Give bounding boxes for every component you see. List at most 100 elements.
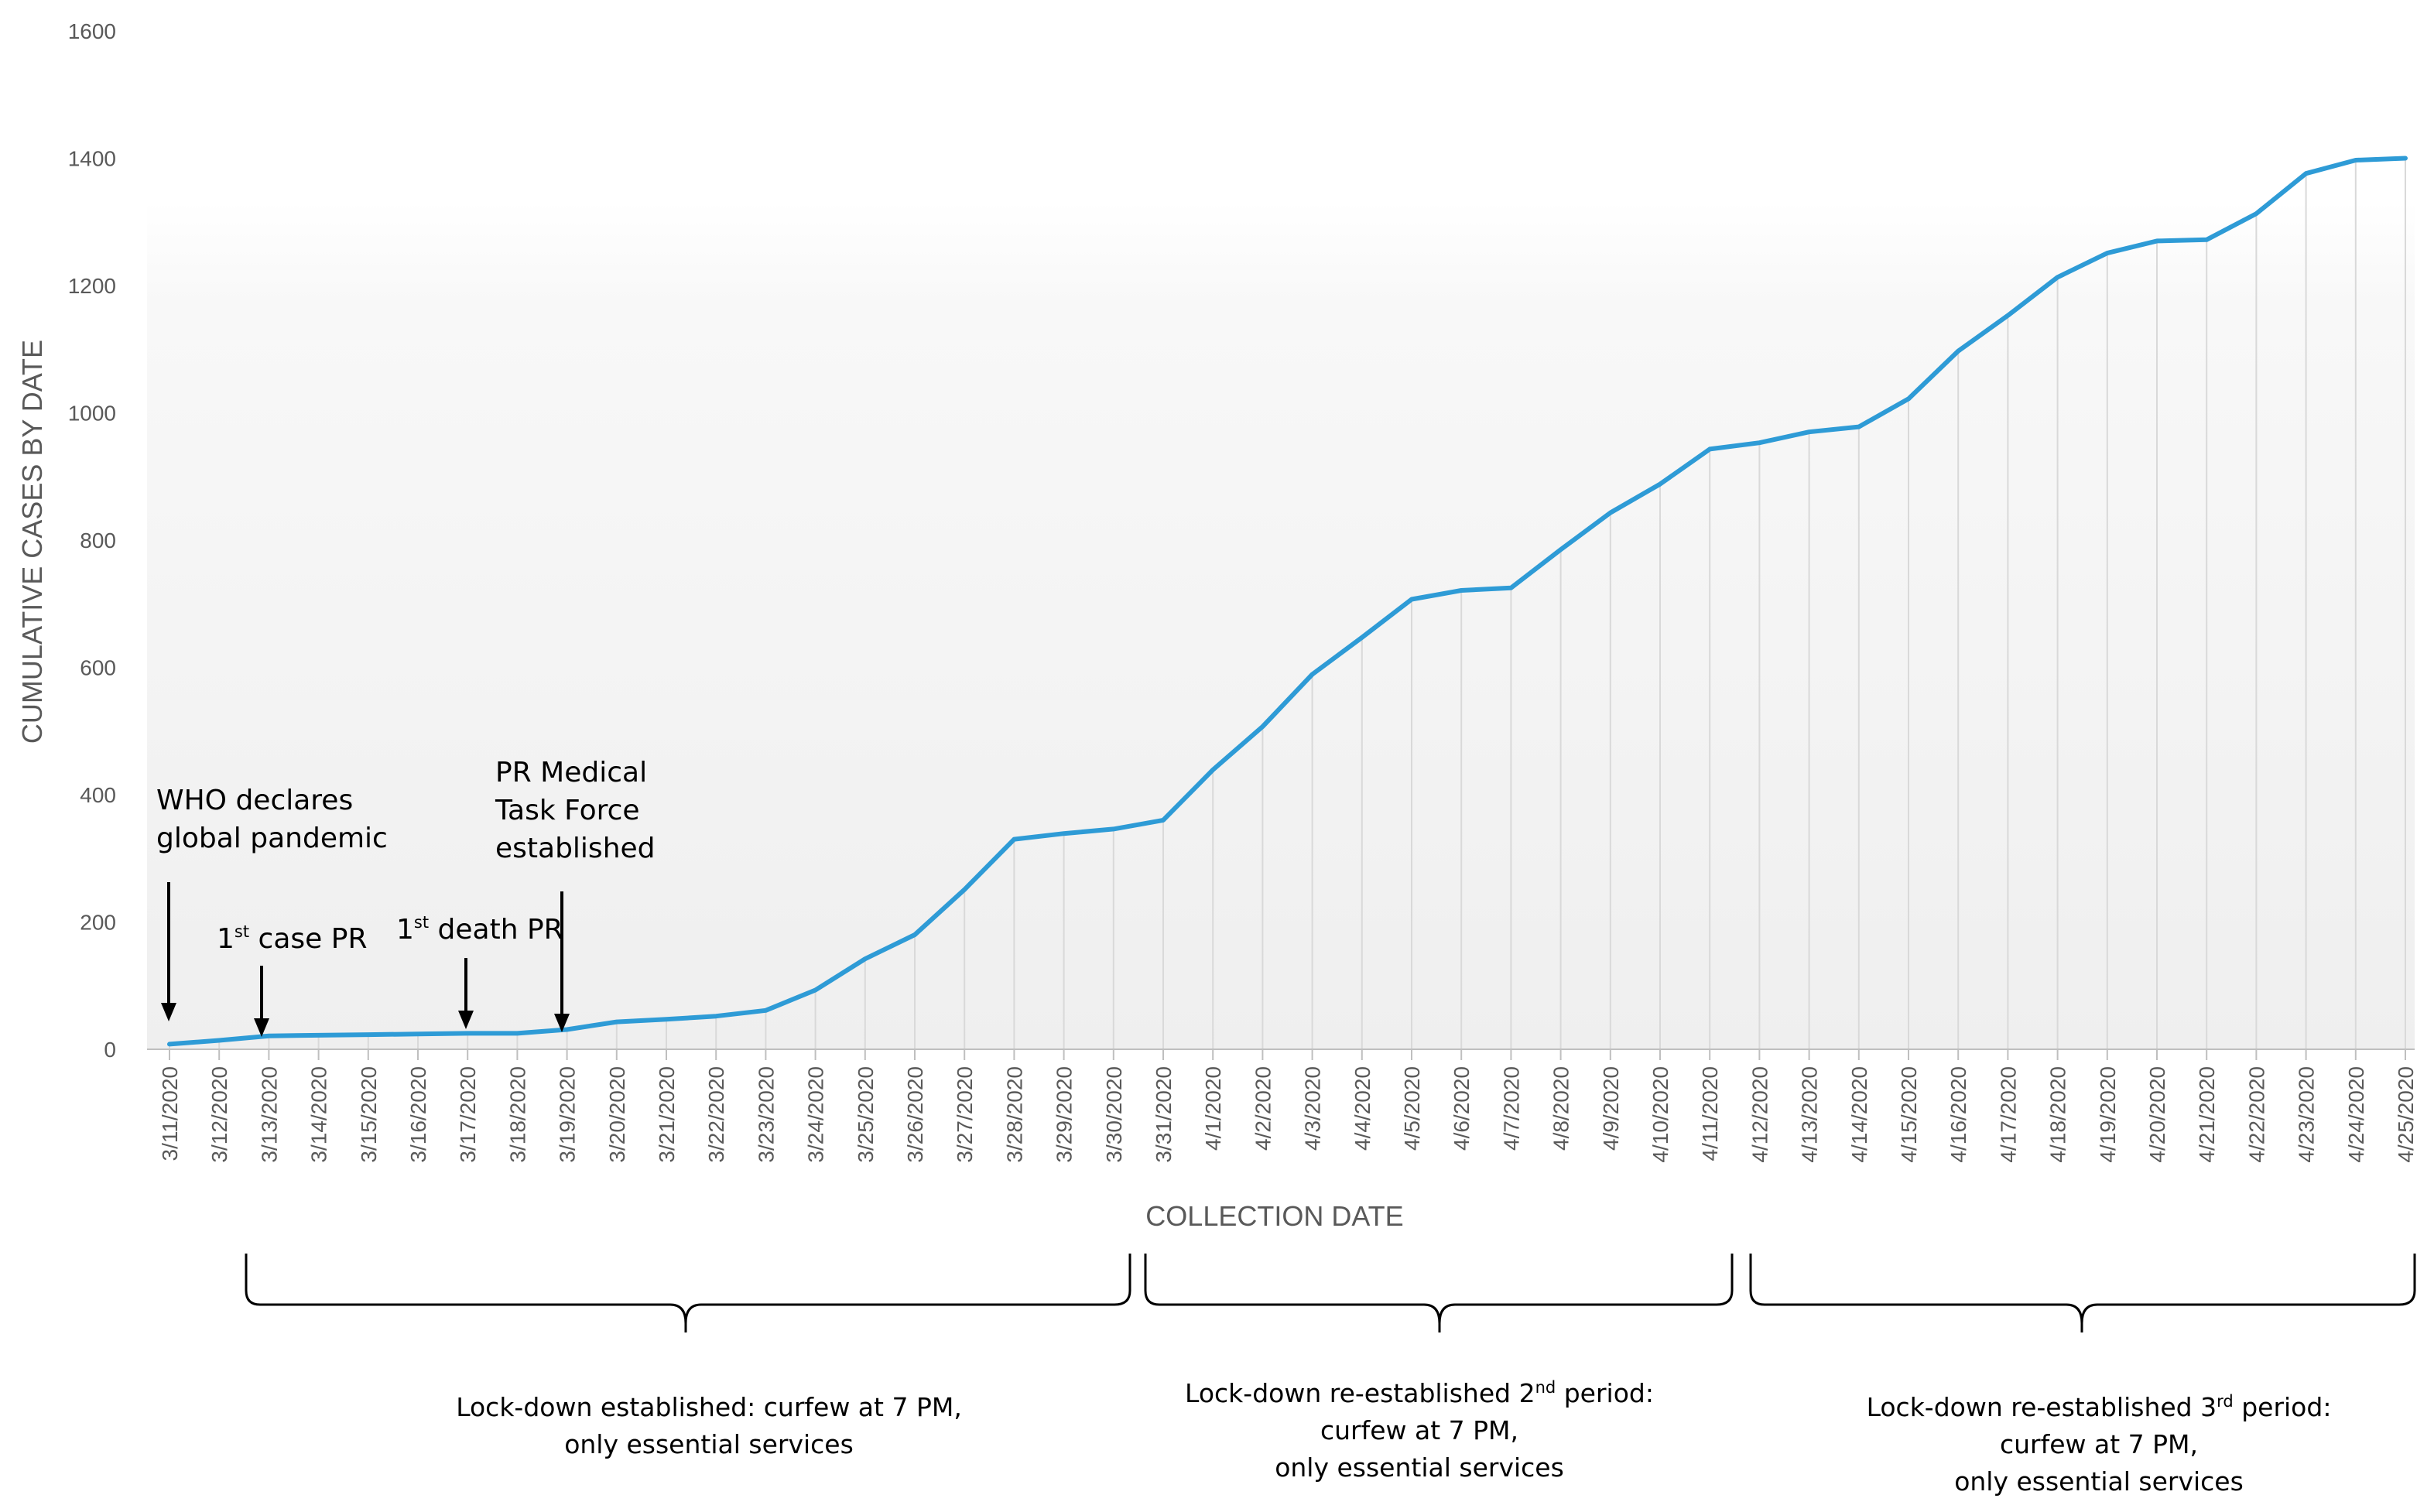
data-point	[1857, 425, 1861, 429]
data-point	[2155, 238, 2159, 243]
x-tick-label: 4/11/2020	[1698, 1066, 1722, 1161]
data-point	[2105, 251, 2110, 255]
period-brace-2	[1144, 1254, 1734, 1332]
data-point	[1608, 511, 1613, 515]
period-2-line1-sup: nd	[1535, 1378, 1556, 1397]
x-tick-label: 3/12/2020	[207, 1066, 231, 1163]
x-tick-label: 3/13/2020	[257, 1066, 281, 1163]
period-label-1: Lock-down established: curfew at 7 PM, o…	[456, 1392, 962, 1459]
period-label-2: Lock-down re-established 2nd period: cur…	[1185, 1378, 1654, 1483]
period-2-line1-pre: Lock-down re-established 2	[1185, 1378, 1535, 1408]
x-tick-label: 3/21/2020	[655, 1066, 679, 1163]
data-point	[1012, 837, 1016, 842]
x-tick-label: 4/9/2020	[1599, 1066, 1623, 1151]
period-label-3: Lock-down re-established 3rd period: cur…	[1867, 1392, 2332, 1497]
x-tick-label: 4/17/2020	[1996, 1066, 2020, 1163]
x-tick-label: 4/6/2020	[1450, 1066, 1474, 1151]
x-tick-label: 4/7/2020	[1499, 1066, 1523, 1151]
x-tick-label: 4/2/2020	[1251, 1066, 1275, 1151]
data-point	[1559, 547, 1563, 552]
x-tick-label: 4/3/2020	[1301, 1066, 1325, 1151]
x-tick-label: 3/15/2020	[357, 1066, 381, 1163]
data-point	[167, 1042, 172, 1046]
x-tick-label: 4/25/2020	[2394, 1066, 2418, 1163]
annotation-first-case-rest: case PR	[249, 923, 367, 955]
period-3-line3: only essential services	[1954, 1466, 2244, 1497]
period-2-line3: only essential services	[1275, 1452, 1564, 1483]
annotation-task-force-line2: Task Force	[495, 795, 640, 826]
x-tick-label: 3/25/2020	[854, 1066, 878, 1163]
data-point	[1409, 597, 1414, 601]
period-2-line1: Lock-down re-established 2nd period:	[1185, 1378, 1654, 1408]
data-point	[1210, 768, 1215, 772]
period-3-line1-sup: rd	[2217, 1392, 2234, 1411]
data-point	[515, 1031, 519, 1035]
data-point	[1310, 672, 1315, 677]
y-tick-label: 400	[80, 783, 116, 807]
x-tick-label: 3/31/2020	[1152, 1066, 1176, 1163]
x-tick-label: 4/19/2020	[2096, 1066, 2120, 1163]
x-tick-label: 3/28/2020	[1002, 1066, 1026, 1163]
x-tick-label: 3/20/2020	[605, 1066, 629, 1163]
x-tick-label: 4/8/2020	[1549, 1066, 1573, 1151]
data-point	[614, 1020, 619, 1025]
x-tick-label: 4/5/2020	[1400, 1066, 1424, 1151]
y-tick-label: 1000	[68, 402, 116, 426]
data-point	[2005, 313, 2010, 318]
period-3-line1-post: period:	[2234, 1392, 2332, 1422]
data-point	[1062, 831, 1066, 836]
annotation-first-case-arrow-head	[254, 1018, 269, 1037]
x-tick-label: 4/10/2020	[1648, 1066, 1672, 1163]
data-point	[1807, 429, 1812, 434]
annotation-task-force-line1: PR Medical	[495, 757, 647, 788]
y-tick-label: 800	[80, 529, 116, 552]
x-tick-label: 3/18/2020	[505, 1066, 529, 1163]
data-point	[813, 988, 818, 993]
data-point	[664, 1017, 669, 1021]
x-tick-label: 3/29/2020	[1053, 1066, 1077, 1163]
annotation-first-death-num: 1	[396, 914, 414, 946]
data-point	[1707, 446, 1712, 451]
x-tick-label: 4/13/2020	[1798, 1066, 1822, 1163]
data-point	[217, 1038, 221, 1042]
period-2-line2: curfew at 7 PM,	[1320, 1415, 1518, 1445]
x-tick-label: 3/22/2020	[704, 1066, 728, 1163]
x-tick-label: 4/1/2020	[1201, 1066, 1225, 1151]
x-tick-label: 4/12/2020	[1748, 1066, 1772, 1163]
data-point	[863, 956, 868, 961]
data-point	[2354, 158, 2358, 162]
y-axis-title: CUMULATIVE CASES BY DATE	[16, 340, 48, 744]
annotation-first-case-sup: st	[234, 922, 249, 941]
data-point	[1757, 440, 1761, 445]
data-point	[1161, 818, 1166, 823]
annotation-task-force: PR Medical Task Force established	[495, 757, 656, 1032]
period-3-line1: Lock-down re-established 3rd period:	[1867, 1392, 2332, 1422]
data-point	[1111, 826, 1116, 831]
y-tick-label: 1200	[68, 274, 116, 298]
data-point	[565, 1028, 570, 1032]
data-point	[1658, 482, 1662, 487]
annotation-first-death: 1st death PR	[396, 913, 563, 1029]
period-3-line1-pre: Lock-down re-established 3	[1867, 1392, 2217, 1422]
x-tick-label: 3/16/2020	[406, 1066, 430, 1163]
series-line-cumulative-cases	[167, 156, 2408, 1047]
annotation-first-death-sup: st	[414, 913, 429, 932]
x-tick-label: 3/27/2020	[953, 1066, 977, 1163]
y-axis-ticks: 0 200 400 600 800 1000 1200 1400 1600	[68, 19, 116, 1062]
data-point	[763, 1008, 768, 1013]
x-tick-label: 3/19/2020	[556, 1066, 580, 1163]
period-brace-1	[245, 1254, 1131, 1332]
y-tick-label: 200	[80, 911, 116, 935]
y-tick-label: 0	[104, 1038, 116, 1062]
x-tick-label: 4/4/2020	[1351, 1066, 1374, 1151]
x-tick-label: 3/24/2020	[804, 1066, 828, 1163]
data-point	[2304, 171, 2309, 176]
x-tick-label: 3/23/2020	[754, 1066, 778, 1163]
data-point	[416, 1031, 420, 1036]
period-2-line1-post: period:	[1556, 1378, 1654, 1408]
y-tick-label: 1600	[68, 19, 116, 43]
annotation-who-line2: global pandemic	[156, 823, 388, 854]
data-point	[2056, 275, 2060, 279]
annotation-first-death-rest: death PR	[429, 914, 563, 946]
